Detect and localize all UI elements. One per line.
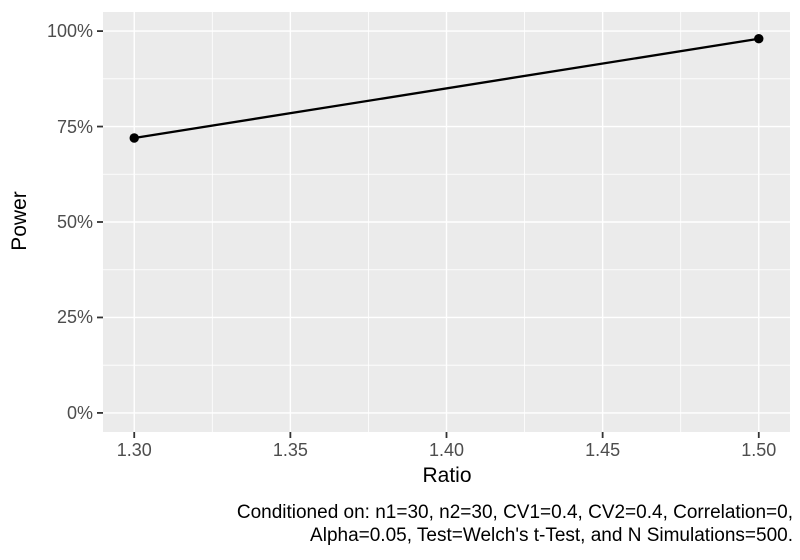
caption-line-2: Alpha=0.05, Test=Welch's t-Test, and N S… xyxy=(310,525,793,546)
x-tick-label: 1.35 xyxy=(272,440,308,460)
y-tick-label: 0% xyxy=(66,402,93,423)
y-tick-label: 25% xyxy=(56,307,93,328)
y-tick-label: 75% xyxy=(56,116,93,137)
data-point xyxy=(129,133,139,143)
x-tick-label: 1.45 xyxy=(585,440,621,460)
x-tick-label: 1.30 xyxy=(116,440,152,460)
x-tick-label: 1.50 xyxy=(741,440,777,460)
data-point xyxy=(754,34,764,44)
x-tick-label: 1.40 xyxy=(428,440,465,460)
y-tick-label: 100% xyxy=(46,21,93,42)
y-tick-label: 50% xyxy=(56,212,93,232)
series-line xyxy=(134,37,759,140)
conditioning-caption: Conditioned on: n1=30, n2=30, CV1=0.4, C… xyxy=(237,501,793,547)
caption-line-1: Conditioned on: n1=30, n2=30, CV1=0.4, C… xyxy=(236,502,793,523)
x-axis-title: Ratio xyxy=(422,464,472,487)
